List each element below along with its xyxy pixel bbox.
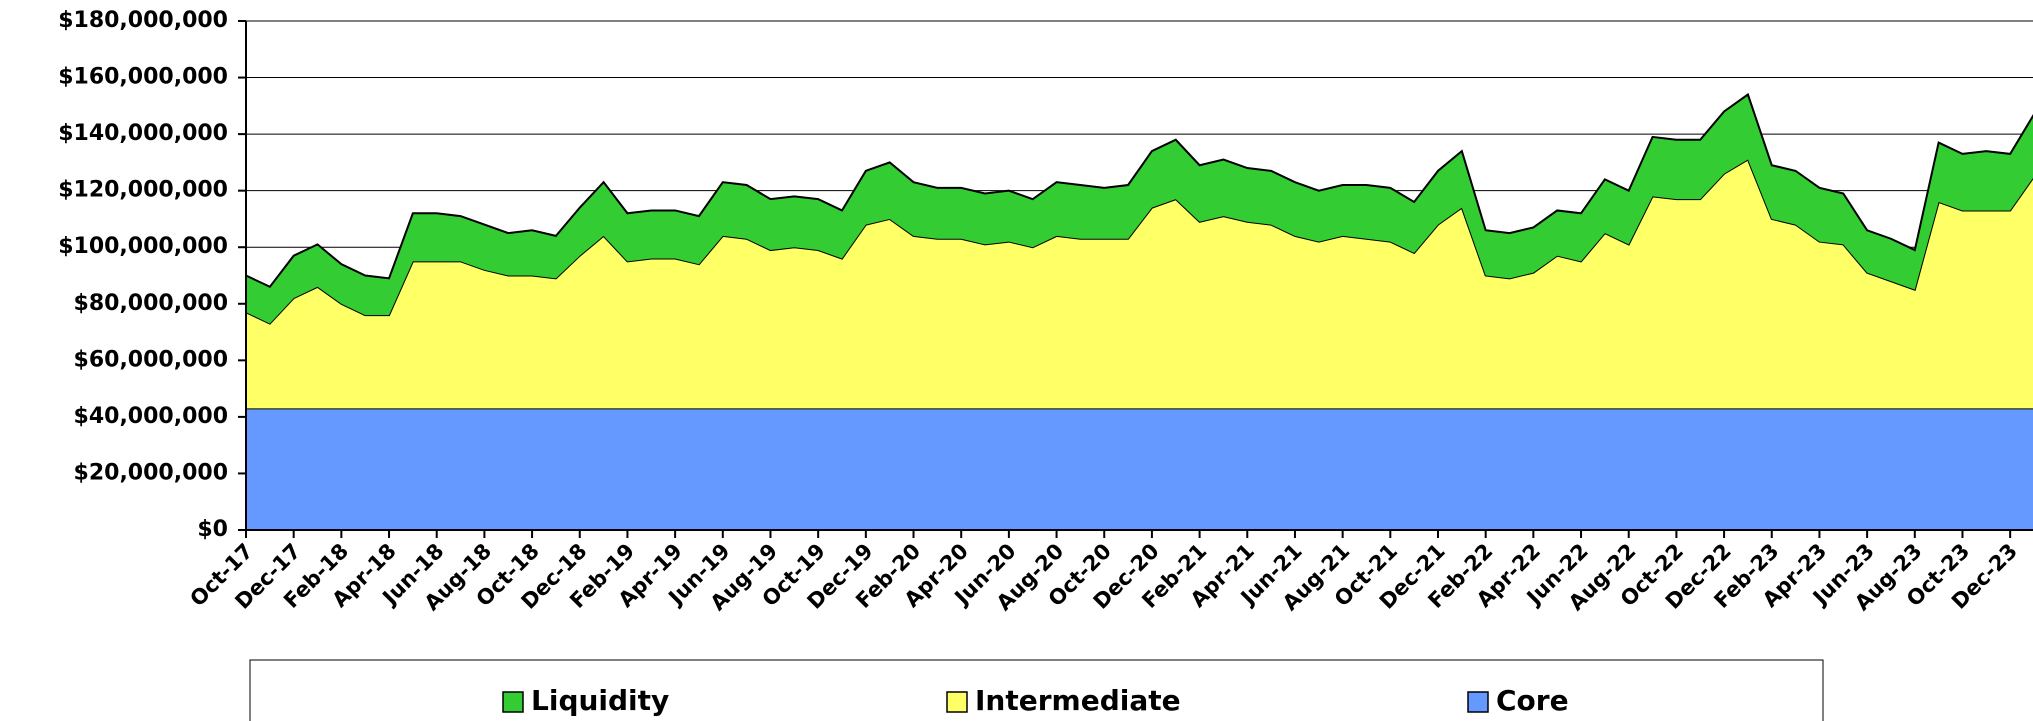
- y-tick-label: $180,000,000: [58, 8, 228, 33]
- y-tick-label: $20,000,000: [74, 460, 228, 485]
- y-tick-label: $160,000,000: [58, 65, 228, 90]
- area: [246, 408, 2033, 530]
- y-tick-label: $60,000,000: [74, 347, 228, 372]
- area: [246, 94, 2033, 324]
- y-tick-label: $120,000,000: [58, 178, 228, 203]
- legend-swatch: [502, 691, 524, 713]
- y-tick-label: $100,000,000: [58, 234, 228, 259]
- y-tick-label: $80,000,000: [74, 291, 228, 316]
- y-tick-label: $0: [197, 517, 228, 542]
- y-tick-label: $140,000,000: [58, 121, 228, 146]
- y-tick-label: $40,000,000: [74, 404, 228, 429]
- legend-swatch: [1467, 691, 1489, 713]
- legend-swatch: [946, 691, 968, 713]
- area: [246, 159, 2033, 409]
- legend-label: Liquidity: [531, 684, 669, 717]
- legend-label: Core: [1496, 684, 1569, 717]
- area-outline: [245, 92, 2033, 289]
- legend-label: Intermediate: [975, 684, 1181, 717]
